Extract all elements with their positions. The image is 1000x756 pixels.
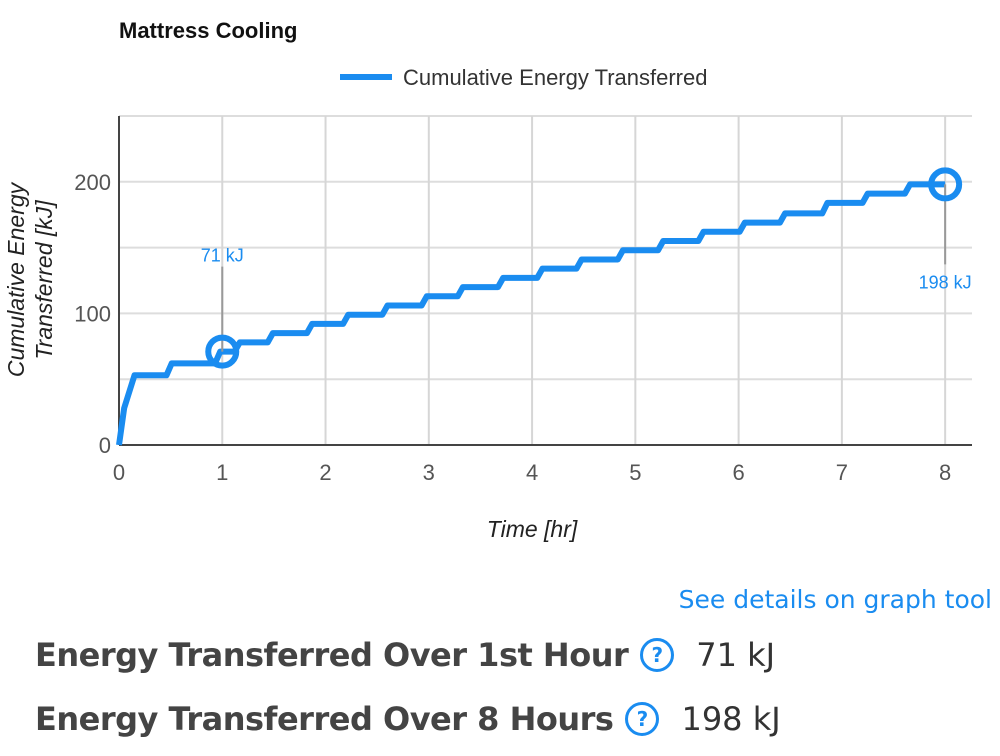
y-tick-label: 0 [99,433,111,458]
y-tick-label: 100 [74,301,111,326]
chart: 0 1 2 3 4 5 6 7 8 0 100 200 Time [hr] Cumulative Ener… [3,65,972,542]
x-tick-label: 1 [216,460,228,485]
graph-tool-link[interactable]: See details on graph tool [678,585,992,614]
x-tick-label: 2 [319,460,331,485]
stat-value: 71 kJ [696,636,776,674]
stat-label: Energy Transferred Over 8 Hours [35,700,614,738]
x-tick-label: 0 [113,460,125,485]
x-axis-label: Time [hr] [487,516,578,542]
y-tick-label: 200 [74,170,111,195]
annotation-label: 71 kJ [201,246,244,266]
x-tick-label: 5 [629,460,641,485]
x-tick-label: 3 [423,460,435,485]
stat-first-hour: Energy Transferred Over 1st Hour ? 71 kJ [35,636,775,674]
x-tick-label: 7 [836,460,848,485]
y-axis-label: Cumulative EnergyTransferred [kJ] [3,181,57,377]
x-tick-label: 6 [732,460,744,485]
annotation-label: 198 kJ [919,272,972,292]
x-tick-label: 8 [939,460,951,485]
annotation-marker [205,334,240,369]
x-tick-label: 4 [526,460,538,485]
annotation-marker [928,167,963,202]
stat-eight-hours: Energy Transferred Over 8 Hours ? 198 kJ [35,700,781,738]
legend-label: Cumulative Energy Transferred [403,65,707,90]
stat-value: 198 kJ [681,700,781,738]
chart-title: Mattress Cooling [119,18,298,43]
help-icon[interactable]: ? [625,702,660,736]
stat-label: Energy Transferred Over 1st Hour [35,636,629,674]
help-icon[interactable]: ? [640,638,675,672]
